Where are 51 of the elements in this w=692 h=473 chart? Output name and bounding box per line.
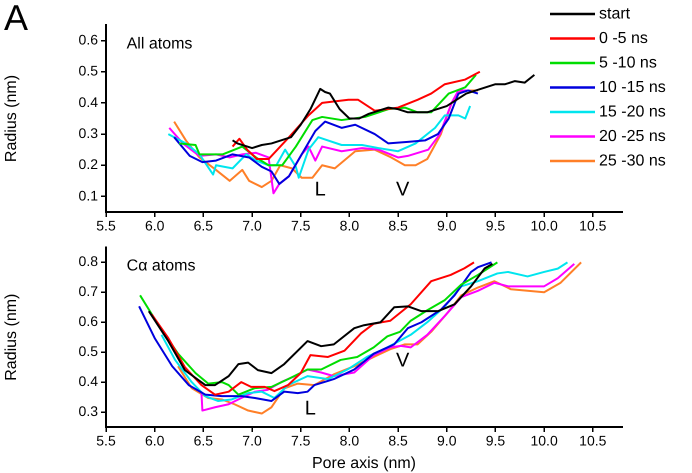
x-tick-label: 10.5 [579, 432, 607, 448]
annotation: V [396, 178, 410, 201]
y-tick-label: 0.4 [78, 94, 98, 110]
x-tick-label: 6.0 [144, 217, 165, 234]
legend-label: 15 -20 ns [599, 103, 666, 120]
y-tick-label: 0.3 [78, 402, 98, 419]
x-tick-label: 10.0 [530, 217, 558, 234]
y-tick-label: 0.4 [78, 372, 98, 389]
x-tick-label: 7.5 [290, 217, 311, 234]
chart-title: A [4, 0, 28, 38]
x-tick-label: 8.5 [388, 217, 408, 234]
x-tick-label: 6.5 [194, 217, 214, 234]
y-tick-label: 0.2 [78, 156, 98, 172]
legend-label: 20 -25 ns [599, 128, 666, 145]
y-tick-label: 0.7 [78, 283, 98, 300]
annotation: V [396, 350, 410, 372]
annotation: All atoms [126, 36, 192, 53]
annotation: Cα atoms [126, 258, 196, 275]
y-axis-title: Radius (nm) [3, 294, 20, 381]
x-tick-label: 7.5 [290, 432, 311, 448]
y-tick-label: 0.5 [78, 62, 98, 79]
legend-label: start [599, 5, 631, 22]
y-tick-label: 0.6 [78, 31, 98, 48]
x-tick-label: 7.0 [242, 432, 262, 448]
annotation: L [304, 398, 316, 420]
legend-label: 25 -30 ns [599, 152, 666, 170]
annotation: L [314, 178, 326, 201]
x-tick-label: 8.0 [340, 432, 360, 448]
x-tick-label: 10.0 [530, 432, 558, 448]
x-tick-label: 6.5 [194, 432, 214, 448]
x-tick-label: 5.5 [96, 432, 116, 448]
x-tick-label: 9.0 [437, 217, 457, 234]
x-tick-label: 9.5 [486, 432, 506, 448]
y-tick-label: 0.8 [78, 253, 98, 270]
y-tick-label: 0.3 [78, 124, 98, 141]
y-axis-title: Radius (nm) [3, 74, 20, 162]
x-tick-label: 5.5 [96, 217, 116, 234]
y-tick-label: 0.6 [78, 313, 98, 330]
x-tick-label: 10.5 [579, 217, 607, 234]
x-axis-title: Pore axis (nm) [312, 454, 416, 472]
legend-label: 10 -15 ns [599, 78, 666, 96]
y-tick-label: 0.5 [78, 343, 98, 360]
x-tick-label: 9.5 [486, 217, 506, 234]
x-tick-label: 8.0 [340, 217, 360, 234]
legend-label: 0 -5 ns [599, 30, 648, 47]
x-tick-label: 8.5 [388, 432, 408, 448]
y-tick-label: 0.1 [78, 187, 98, 204]
legend-label: 5 -10 ns [599, 54, 657, 72]
x-tick-label: 9.0 [437, 432, 457, 448]
x-tick-label: 7.0 [242, 217, 262, 234]
x-tick-label: 6.0 [144, 432, 165, 448]
